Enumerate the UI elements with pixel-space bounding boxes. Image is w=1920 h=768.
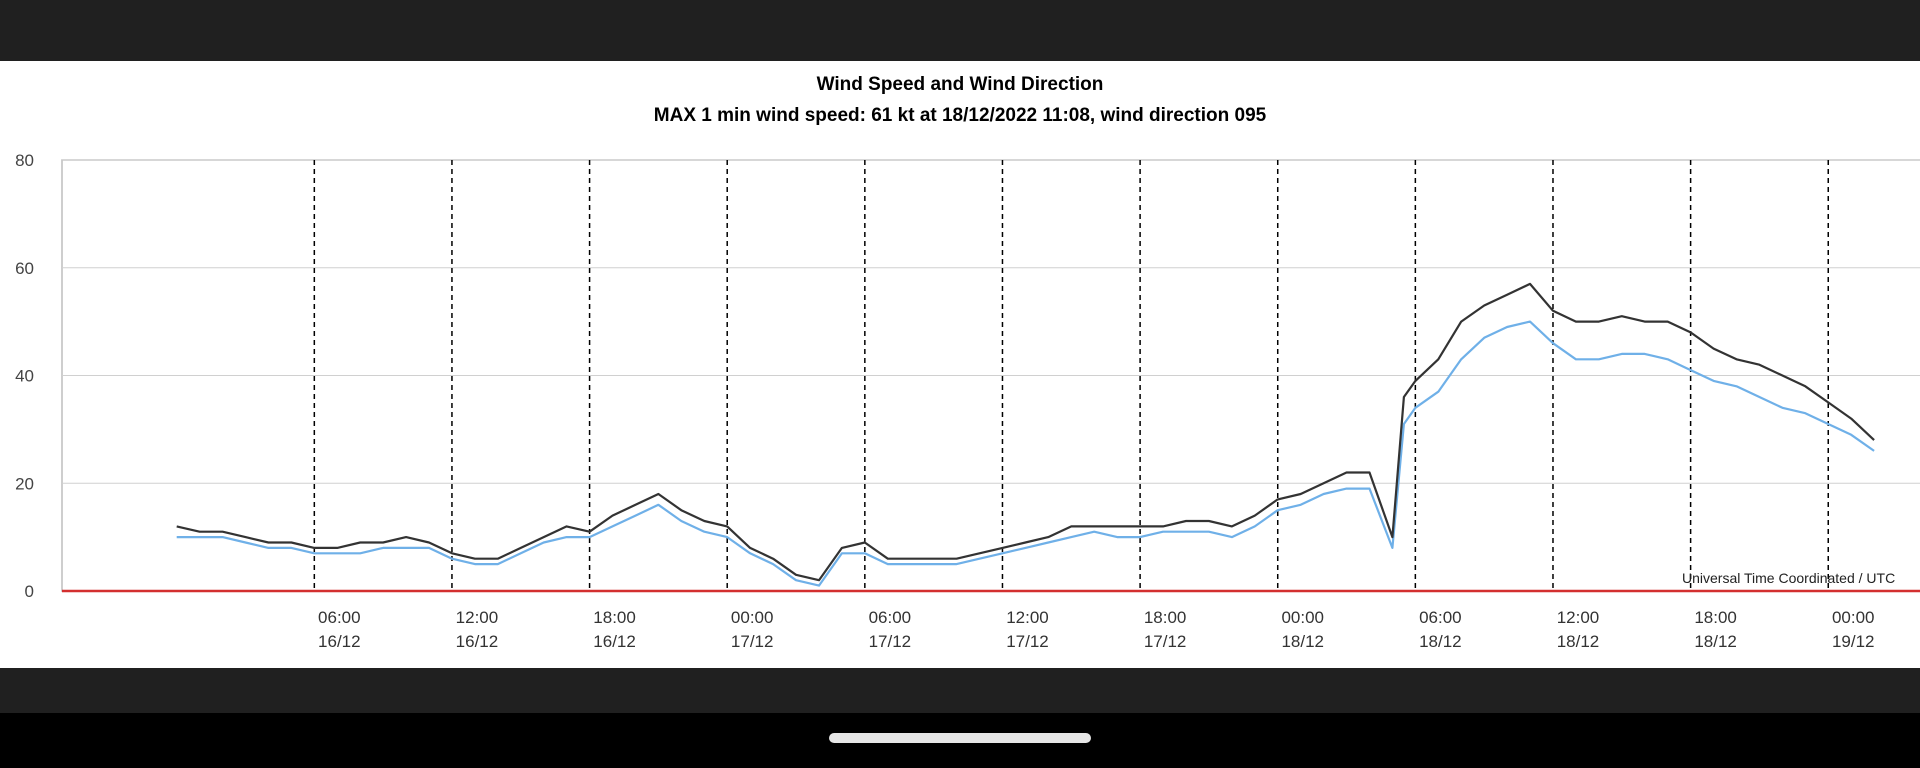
y-tick-label: 20 xyxy=(15,474,34,493)
x-tick-date-label: 19/12 xyxy=(1832,632,1875,651)
x-tick-date-label: 17/12 xyxy=(1144,632,1187,651)
x-tick-date-label: 16/12 xyxy=(593,632,636,651)
x-tick-time-label: 00:00 xyxy=(731,608,774,627)
x-tick-date-label: 17/12 xyxy=(731,632,774,651)
chart-subtitle: MAX 1 min wind speed: 61 kt at 18/12/202… xyxy=(653,105,1267,126)
bottom-bar xyxy=(0,668,1920,713)
y-tick-label: 80 xyxy=(15,151,34,170)
x-tick-time-label: 00:00 xyxy=(1832,608,1875,627)
x-tick-time-label: 18:00 xyxy=(1144,608,1187,627)
x-tick-time-label: 12:00 xyxy=(1557,608,1600,627)
y-tick-label: 60 xyxy=(15,259,34,278)
x-tick-time-label: 12:00 xyxy=(456,608,499,627)
x-tick-date-label: 18/12 xyxy=(1694,632,1737,651)
x-tick-date-label: 18/12 xyxy=(1557,632,1600,651)
chart-title: Wind Speed and Wind Direction xyxy=(816,74,1104,95)
x-tick-time-label: 18:00 xyxy=(593,608,636,627)
y-tick-label: 40 xyxy=(15,367,34,386)
x-tick-date-label: 18/12 xyxy=(1281,632,1324,651)
x-tick-time-label: 06:00 xyxy=(1419,608,1462,627)
x-tick-time-label: 12:00 xyxy=(1006,608,1049,627)
x-tick-time-label: 18:00 xyxy=(1694,608,1737,627)
utc-annotation: Universal Time Coordinated / UTC xyxy=(1682,570,1895,586)
home-indicator[interactable] xyxy=(829,733,1091,743)
x-tick-time-label: 06:00 xyxy=(318,608,361,627)
x-tick-time-label: 06:00 xyxy=(869,608,912,627)
x-tick-date-label: 17/12 xyxy=(869,632,912,651)
x-tick-date-label: 16/12 xyxy=(456,632,499,651)
x-tick-date-label: 16/12 xyxy=(318,632,361,651)
wind-series-line xyxy=(176,282,1875,582)
y-tick-label: 0 xyxy=(25,582,34,601)
top-status-bar xyxy=(0,0,1920,61)
wind-chart-plot: 0 20 40 60 80 06:00 16/12 12:00 16/12 18:00 16/12 0… xyxy=(15,151,1920,651)
x-tick-time-label: 00:00 xyxy=(1281,608,1324,627)
wind-series-line xyxy=(176,320,1875,587)
x-tick-date-label: 17/12 xyxy=(1006,632,1049,651)
chart-panel: Wind Speed and Wind Direction MAX 1 min … xyxy=(0,61,1920,668)
x-tick-date-label: 18/12 xyxy=(1419,632,1462,651)
